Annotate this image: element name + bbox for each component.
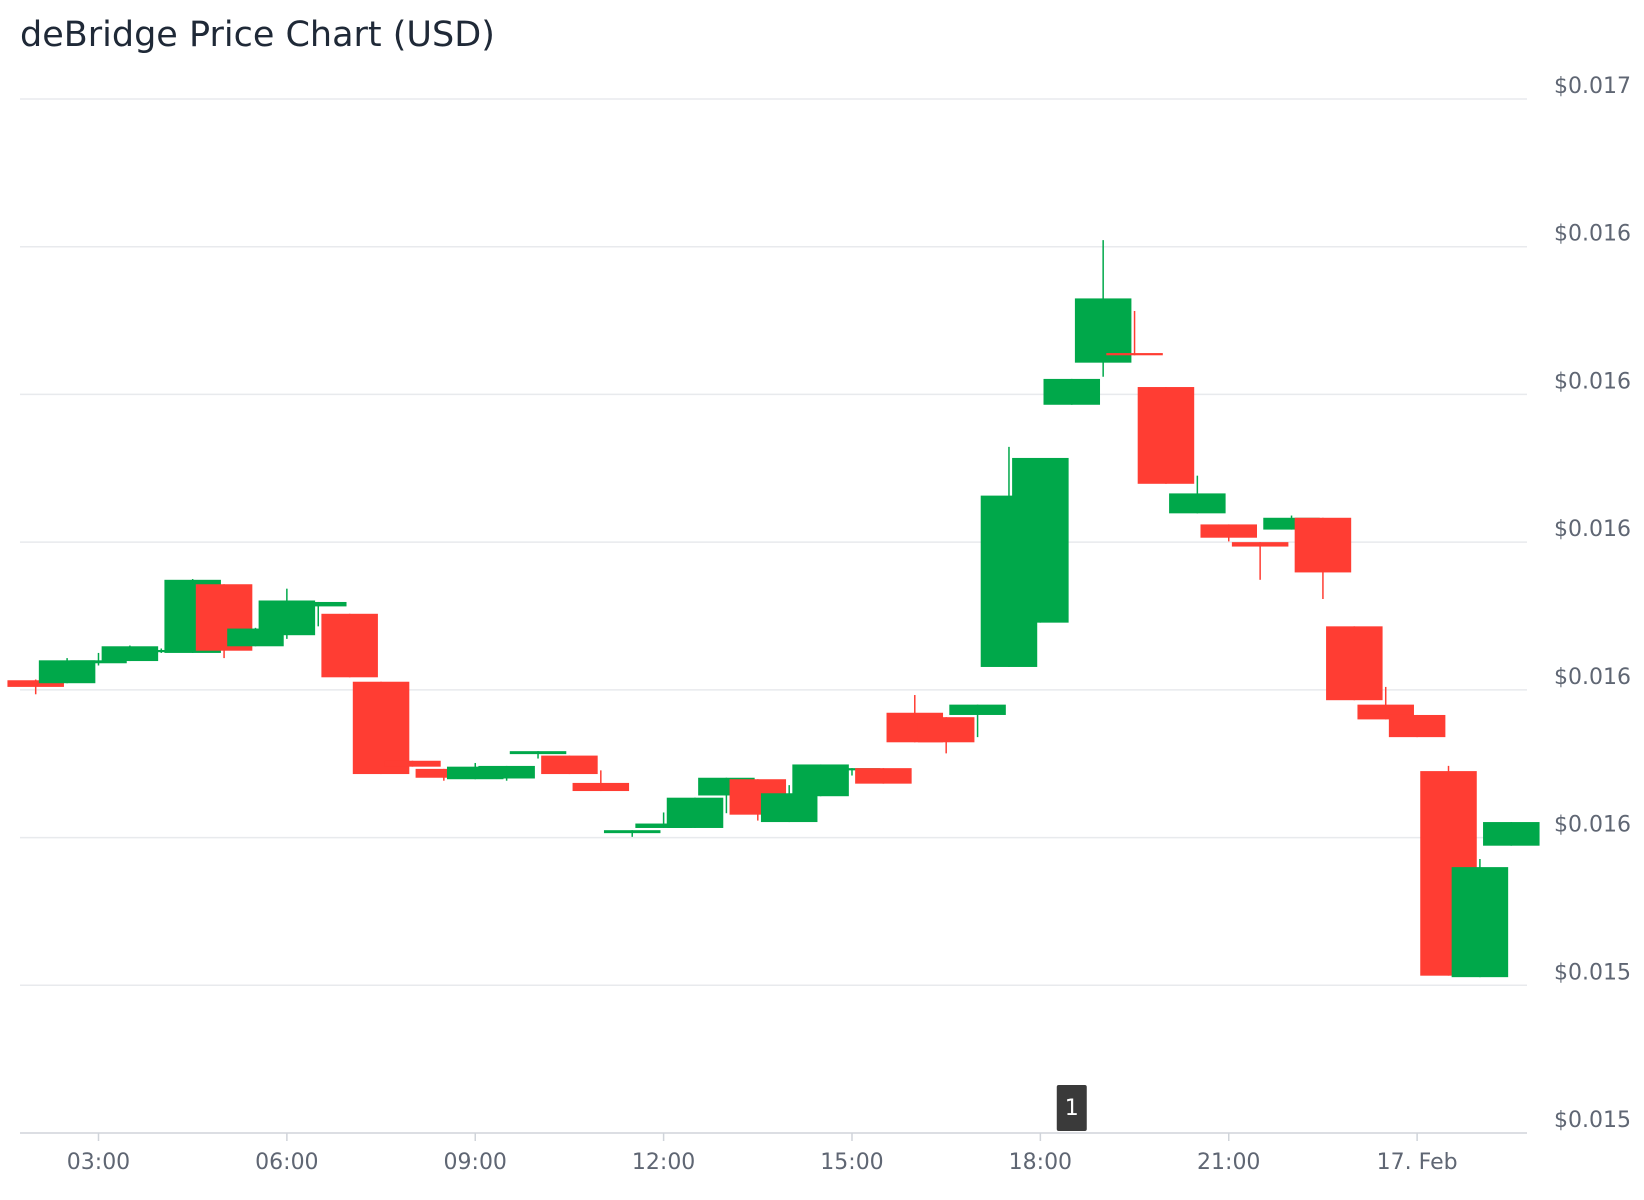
- candle-body: [1137, 387, 1195, 484]
- candle-body: [1451, 867, 1509, 978]
- candle-body: [1263, 517, 1320, 530]
- y-tick-label: $0.016: [1554, 517, 1631, 542]
- candle-body: [603, 830, 661, 834]
- x-tick-label: 09:00: [444, 1150, 507, 1175]
- candle-body: [352, 681, 410, 775]
- y-tick-label: $0.017: [1554, 74, 1631, 99]
- candle-body: [760, 793, 818, 823]
- candle-body: [133, 649, 190, 653]
- y-tick-label: $0.016: [1554, 813, 1631, 838]
- x-tick-label: 17. Feb: [1377, 1150, 1458, 1175]
- y-tick-label: $0.016: [1554, 222, 1631, 247]
- candle-body: [949, 704, 1006, 715]
- candle-body: [70, 660, 127, 664]
- candle-body: [1074, 298, 1132, 363]
- candle-body: [1106, 353, 1163, 356]
- y-tick-label: $0.015: [1554, 1108, 1631, 1133]
- candle-body: [1012, 457, 1069, 623]
- candle-body: [823, 768, 881, 771]
- x-tick-label: 15:00: [820, 1150, 883, 1175]
- candle-body: [635, 823, 692, 828]
- y-tick-label: $0.015: [1554, 960, 1631, 985]
- candle-body: [1231, 542, 1289, 547]
- candle-body: [290, 601, 347, 607]
- event-flag-label: 1: [1065, 1096, 1079, 1121]
- chart-title: deBridge Price Chart (USD): [20, 15, 495, 55]
- candle-body: [509, 751, 567, 755]
- x-tick-label: 03:00: [67, 1150, 130, 1175]
- candle-body: [1294, 517, 1352, 573]
- candle-body: [1388, 714, 1446, 738]
- candle-body: [917, 717, 975, 743]
- candle-body: [541, 755, 598, 775]
- candle-body: [101, 646, 159, 662]
- candle-body: [1483, 822, 1540, 846]
- candle-body: [572, 782, 630, 792]
- candle-body: [1043, 378, 1101, 405]
- x-tick-label: 12:00: [632, 1150, 695, 1175]
- candle-body: [478, 765, 535, 779]
- x-tick-label: 18:00: [1009, 1150, 1072, 1175]
- y-tick-label: $0.016: [1554, 665, 1631, 690]
- y-tick-label: $0.016: [1554, 369, 1631, 394]
- candle-body: [1200, 524, 1257, 538]
- candle-body: [1169, 493, 1226, 514]
- candle-body: [321, 613, 378, 678]
- candle-body: [855, 768, 912, 784]
- candle-body: [1326, 626, 1383, 701]
- candle-body: [666, 797, 724, 828]
- candle-body: [7, 680, 64, 687]
- event-flag: [1056, 1085, 1087, 1131]
- candle-body: [38, 660, 96, 684]
- x-tick-label: 21:00: [1197, 1150, 1260, 1175]
- x-tick-label: 06:00: [255, 1150, 318, 1175]
- candle-body: [415, 768, 473, 778]
- candle-body: [384, 760, 441, 767]
